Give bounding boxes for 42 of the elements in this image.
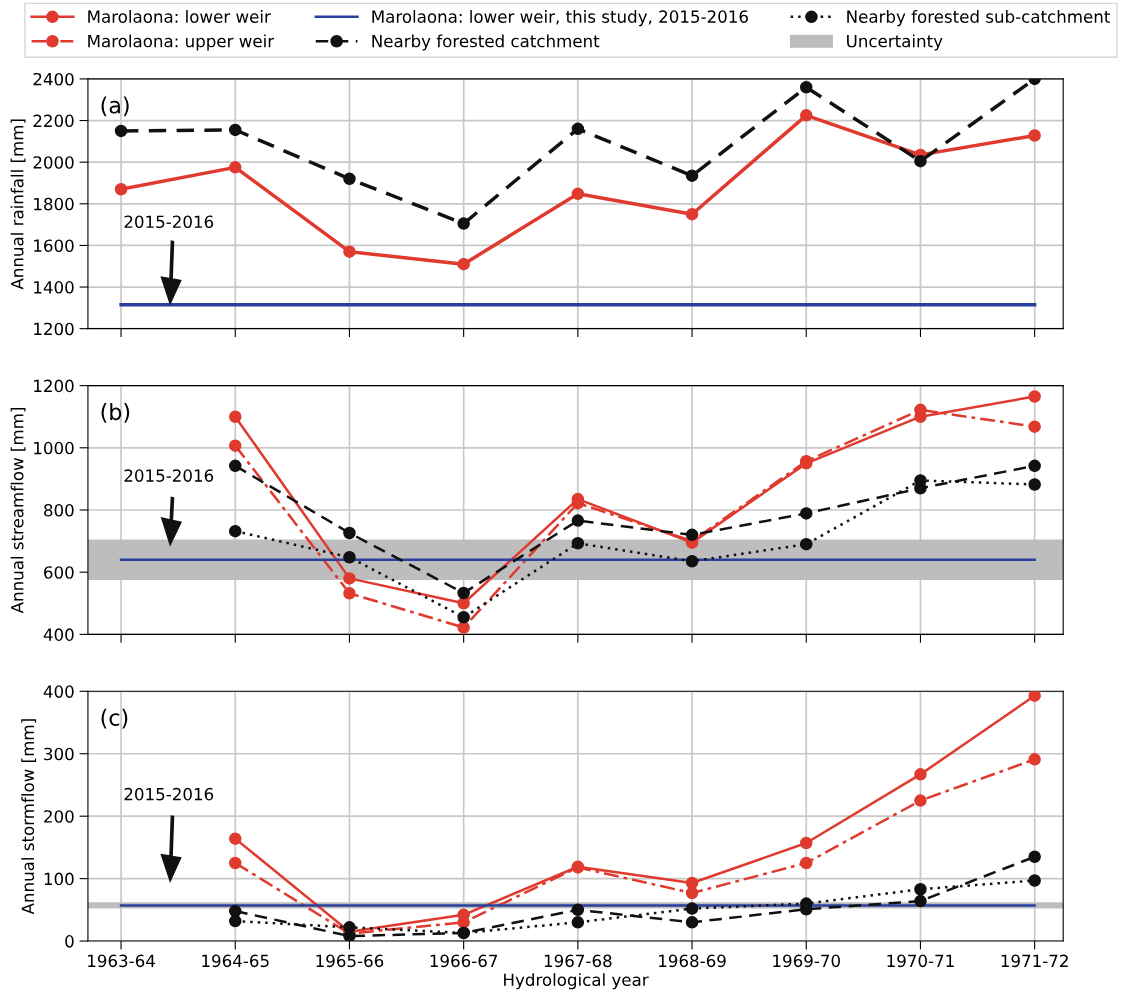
- x-tick-label: 1970-71: [887, 954, 954, 968]
- y-tick-label: 100: [44, 872, 74, 886]
- legend-label: Nearby forested catchment: [372, 34, 600, 51]
- y-tick-label: 400: [43, 685, 74, 698]
- y-axis-title: Annual stormflow [mm]: [21, 719, 37, 915]
- annotation: 2015-2016: [124, 787, 214, 801]
- x-tick-label: 1965-66: [316, 954, 384, 968]
- legend-label: Nearby forested sub-catchment: [847, 10, 1110, 27]
- y-tick-label: 1600: [34, 239, 74, 252]
- x-tick-label: 1964-65: [202, 954, 269, 968]
- legend-label: Marolaona: lower weir, this study, 2015-2016: [372, 10, 748, 27]
- x-tick-label: 1967-68: [544, 954, 612, 968]
- y-tick-label: 2200: [33, 114, 74, 128]
- y-tick-label: 1400: [34, 281, 74, 294]
- y-axis-title: Annual streamflow [mm]: [10, 408, 26, 614]
- x-tick-label: 1971-72: [1001, 954, 1068, 968]
- text: (b): [101, 403, 130, 423]
- y-axis-title: Annual rainfall [mm]: [10, 119, 26, 290]
- x-axis-title: Hydrological year: [504, 973, 649, 990]
- y-tick-label: 2400: [33, 72, 74, 86]
- y-tick-label: 0: [65, 935, 74, 948]
- y-tick-label: 200: [44, 810, 74, 823]
- y-tick-label: 1000: [34, 441, 74, 455]
- annotation: 2015-2016: [124, 469, 214, 482]
- legend-label: Marolaona: lower weir: [88, 10, 271, 23]
- y-tick-label: 400: [43, 628, 74, 641]
- y-tick-label: 1200: [34, 322, 74, 336]
- y-tick-label: 600: [44, 566, 74, 579]
- legend-label: Marolaona: upper weir: [88, 34, 275, 51]
- y-tick-label: 1200: [34, 379, 74, 393]
- legend-label: Uncertainty: [847, 34, 943, 51]
- y-tick-label: 1800: [34, 197, 74, 211]
- x-tick-label: 1969-70: [773, 954, 840, 968]
- text: (c): [101, 708, 128, 729]
- y-tick-label: 2000: [33, 156, 74, 169]
- y-tick-label: 800: [44, 503, 74, 517]
- y-tick-label: 300: [44, 747, 74, 761]
- text: (a): [101, 96, 129, 117]
- x-tick-label: 1963-64: [88, 954, 155, 968]
- annotation: 2015-2016: [124, 215, 214, 229]
- x-tick-label: 1968-69: [659, 954, 726, 968]
- x-tick-label: 1966-67: [430, 954, 498, 968]
